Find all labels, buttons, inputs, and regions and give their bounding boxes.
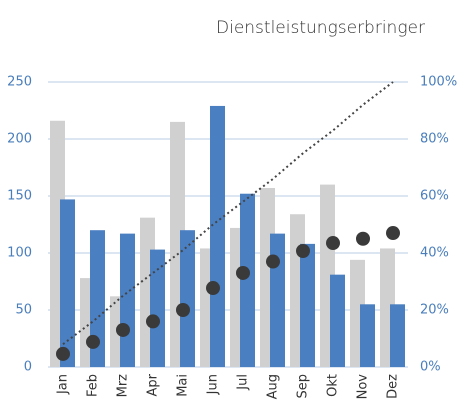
x-tick-label: Okt — [326, 374, 341, 397]
x-tick-label: Mai — [176, 374, 191, 397]
x-tick-label: Mrz — [116, 374, 131, 398]
y2-tick-label: 100% — [420, 75, 457, 90]
bar — [270, 233, 285, 367]
bar — [240, 193, 255, 367]
dot — [296, 244, 310, 259]
y2-tick-label: 60% — [420, 189, 449, 204]
chart-title: Dienstleistungserbringer — [216, 18, 425, 38]
dot — [176, 303, 190, 317]
x-tick-label: Aug — [266, 374, 281, 399]
bar — [300, 243, 315, 367]
y-tick-label: 250 — [7, 75, 32, 90]
trend-line — [62, 81, 394, 345]
bar — [390, 304, 405, 367]
y-tick-label: 50 — [15, 303, 32, 318]
y-tick-label: 200 — [7, 132, 32, 147]
dot — [56, 346, 70, 361]
x-tick-label: Sep — [296, 374, 311, 399]
y-tick-label: 100 — [7, 246, 32, 261]
x-tick-label: Jan — [56, 374, 71, 395]
bar — [330, 274, 345, 367]
dot — [116, 322, 130, 337]
x-tick-label: Jul — [236, 374, 251, 391]
y2-tick-label: 0% — [420, 360, 441, 375]
y2-tick-label: 20% — [420, 303, 449, 318]
bar — [60, 199, 75, 367]
dot — [266, 254, 280, 269]
y2-tick-label: 80% — [420, 132, 449, 147]
dot — [86, 334, 100, 349]
x-tick-label: Apr — [146, 373, 161, 396]
x-tick-label: Jun — [206, 374, 221, 395]
y-tick-label: 150 — [7, 189, 32, 204]
dot — [236, 265, 250, 280]
bar — [90, 230, 105, 367]
x-tick-label: Dez — [386, 374, 401, 399]
x-tick-label: Nov — [356, 374, 371, 400]
bar — [210, 105, 225, 367]
bar — [150, 249, 165, 367]
bar — [180, 230, 195, 367]
bar — [120, 233, 135, 367]
bar — [360, 304, 375, 367]
dot — [146, 314, 160, 329]
y-tick-label: 0 — [24, 360, 32, 375]
y2-tick-label: 40% — [420, 246, 449, 261]
x-tick-label: Feb — [86, 374, 101, 397]
dot — [206, 281, 220, 296]
dot — [386, 226, 400, 241]
dot — [356, 231, 370, 246]
dot — [326, 236, 340, 251]
